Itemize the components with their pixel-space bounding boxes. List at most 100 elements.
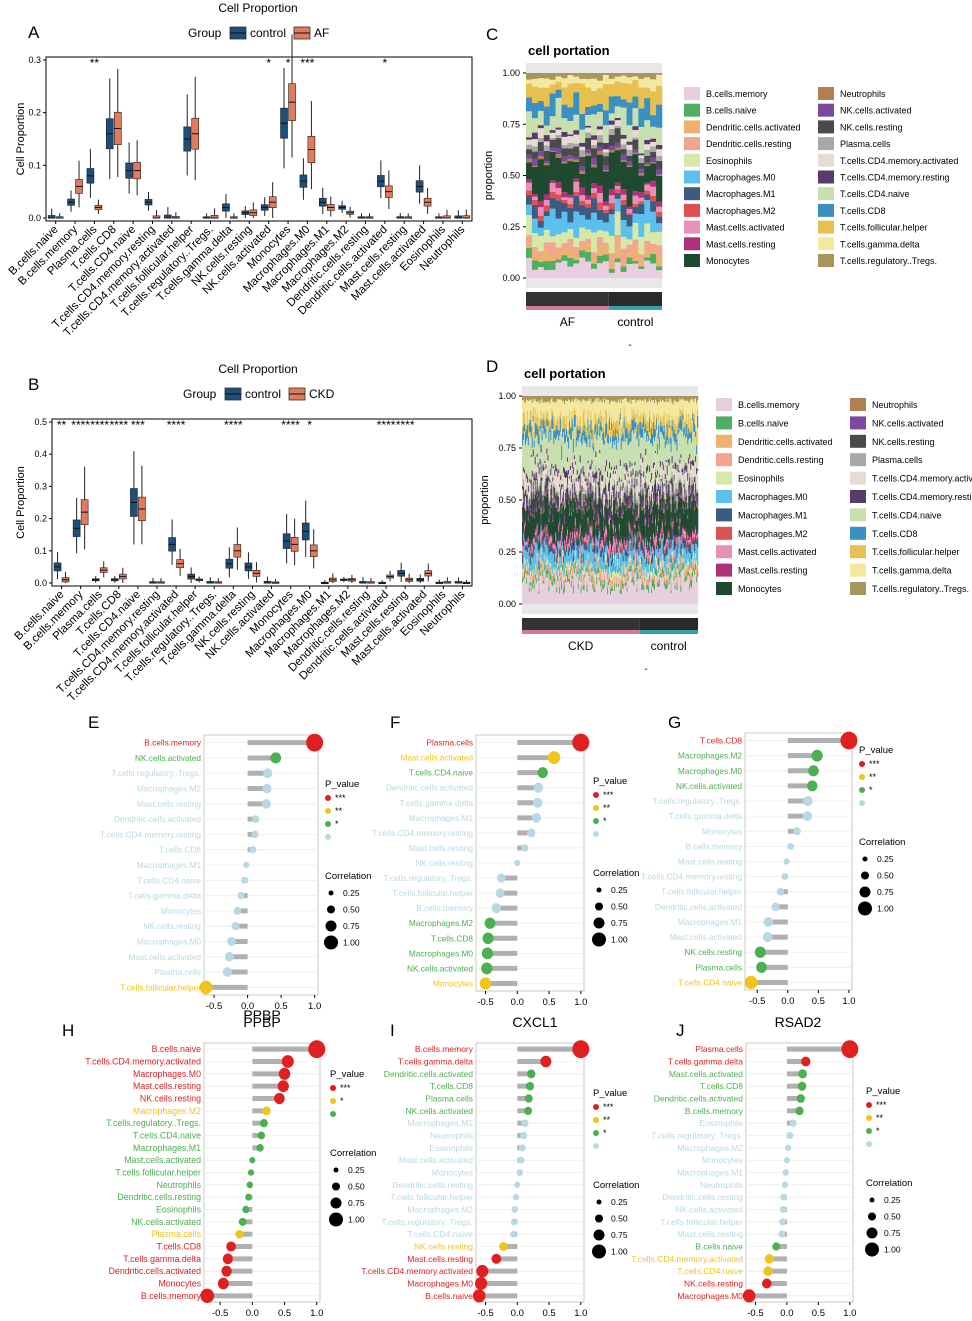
stack-segment — [632, 139, 639, 150]
stack-segment — [595, 535, 597, 555]
stack-segment — [629, 538, 631, 556]
stack-segment — [693, 431, 695, 461]
stack-segment — [621, 544, 624, 549]
stack-segment — [615, 509, 618, 535]
stack-segment — [644, 551, 646, 559]
stack-segment — [663, 578, 666, 582]
stack-segment — [615, 505, 618, 510]
stack-segment — [593, 591, 595, 604]
y-tick-label: 1.00 — [498, 391, 516, 401]
stack-segment — [617, 516, 620, 518]
stack-segment — [654, 567, 657, 575]
stack-segment — [615, 490, 618, 500]
stack-segment — [567, 579, 570, 582]
stack-segment — [531, 396, 534, 404]
stack-segment — [566, 566, 568, 570]
stack-segment — [632, 419, 634, 431]
stack-segment — [632, 263, 639, 278]
stack-segment — [662, 553, 665, 561]
stack-segment — [546, 448, 548, 455]
stack-segment — [685, 463, 687, 471]
stack-segment — [658, 474, 661, 478]
stack-segment — [569, 532, 572, 536]
stack-segment — [555, 251, 562, 260]
stack-segment — [659, 478, 662, 486]
stack-segment — [602, 125, 610, 143]
stack-segment — [534, 564, 536, 567]
stack-segment — [691, 569, 693, 573]
stack-segment — [526, 570, 529, 575]
stack-segment — [646, 563, 648, 577]
stack-segment — [666, 567, 668, 576]
stack-segment — [627, 574, 629, 581]
stack-segment — [551, 463, 553, 469]
stack-segment — [607, 442, 609, 472]
stack-segment — [619, 497, 622, 543]
stack-segment — [648, 525, 650, 528]
stack-segment — [658, 538, 661, 541]
stack-segment — [667, 459, 669, 463]
stack-segment — [531, 252, 539, 261]
stack-segment — [549, 236, 556, 243]
stack-segment — [563, 579, 565, 587]
stack-segment — [640, 539, 642, 543]
stack-segment — [592, 428, 594, 444]
stack-segment — [524, 510, 527, 520]
stack-segment — [640, 533, 642, 536]
stack-segment — [667, 438, 669, 445]
stack-segment — [549, 150, 556, 152]
stack-segment — [625, 462, 627, 471]
stack-segment — [644, 149, 651, 156]
stack-segment — [653, 588, 655, 604]
stack-segment — [646, 505, 648, 548]
stack-segment — [627, 550, 629, 554]
stack-segment — [537, 251, 545, 257]
stack-segment — [573, 426, 576, 456]
stack-segment — [576, 513, 579, 529]
stack-segment — [690, 438, 692, 461]
stack-segment — [544, 526, 546, 532]
stack-segment — [587, 572, 589, 604]
stack-segment — [671, 570, 673, 604]
stack-segment — [573, 181, 580, 192]
stack-segment — [539, 571, 541, 576]
stack-segment — [687, 513, 689, 517]
stack-segment — [563, 555, 565, 558]
stack-segment — [522, 515, 524, 520]
stack-segment — [687, 480, 689, 503]
stack-segment — [675, 500, 677, 535]
stack-segment — [660, 501, 663, 509]
stack-segment — [552, 477, 554, 482]
stack-segment — [531, 514, 534, 517]
stack-segment — [614, 494, 617, 498]
stack-segment — [598, 535, 600, 556]
stack-segment — [651, 419, 653, 429]
stack-segment — [591, 403, 593, 420]
stack-segment — [522, 541, 524, 546]
legend-label: T.cells.CD4.naive — [840, 189, 910, 199]
stack-segment — [602, 242, 610, 247]
stack-segment — [684, 465, 686, 473]
stack-segment — [640, 487, 642, 490]
stack-segment — [525, 510, 528, 541]
stack-segment — [561, 78, 568, 88]
stack-segment — [542, 471, 544, 494]
stack-segment — [603, 579, 605, 582]
stack-segment — [591, 192, 598, 199]
stack-segment — [576, 494, 579, 498]
stack-segment — [583, 471, 585, 477]
stack-segment — [580, 583, 582, 586]
stack-segment — [563, 546, 565, 551]
stack-segment — [650, 211, 657, 233]
stack-segment — [551, 397, 553, 409]
stack-segment — [640, 542, 642, 552]
stack-segment — [555, 557, 557, 561]
stack-segment — [555, 507, 557, 532]
stack-segment — [633, 526, 635, 528]
stack-segment — [692, 414, 694, 421]
stack-segment — [535, 472, 537, 480]
legend-swatch — [716, 582, 732, 595]
stack-segment — [629, 467, 631, 488]
stack-segment — [571, 569, 574, 574]
stack-segment — [656, 127, 663, 145]
